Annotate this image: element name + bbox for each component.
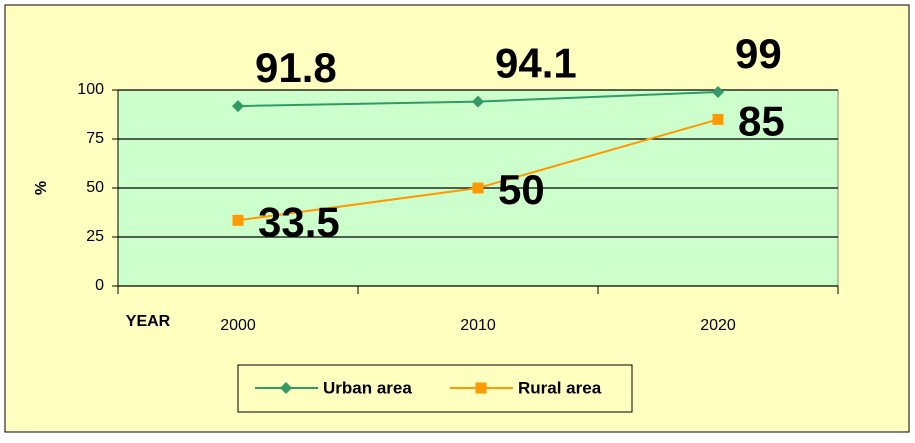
point: [712, 113, 724, 125]
y-tick-label: 25: [86, 228, 104, 245]
point: [232, 214, 244, 226]
y-tick-label: 0: [95, 277, 104, 294]
legend-marker: [280, 382, 292, 394]
y-tick-label: 100: [77, 81, 104, 98]
point: [232, 100, 244, 113]
x-tick-label: 2010: [460, 317, 496, 334]
data-label: 85: [738, 97, 785, 144]
data-label: 91.8: [255, 44, 337, 91]
point: [712, 85, 724, 98]
data-label: 33.5: [258, 198, 340, 245]
x-tick-label: 2020: [700, 317, 736, 334]
legend-marker: [475, 382, 487, 394]
y-tick-label: 50: [86, 179, 104, 196]
data-label: 99: [735, 30, 782, 77]
y-tick-label: 75: [86, 130, 104, 147]
point: [472, 182, 484, 194]
data-label: 50: [498, 166, 545, 213]
x-tick-label: 2000: [220, 317, 256, 334]
point: [472, 95, 484, 108]
data-label: 94.1: [495, 40, 577, 87]
legend-label: Rural area: [518, 378, 602, 397]
x-axis-label: YEAR: [126, 313, 171, 330]
y-axis-label: %: [33, 181, 50, 195]
legend-label: Urban area: [323, 378, 412, 397]
